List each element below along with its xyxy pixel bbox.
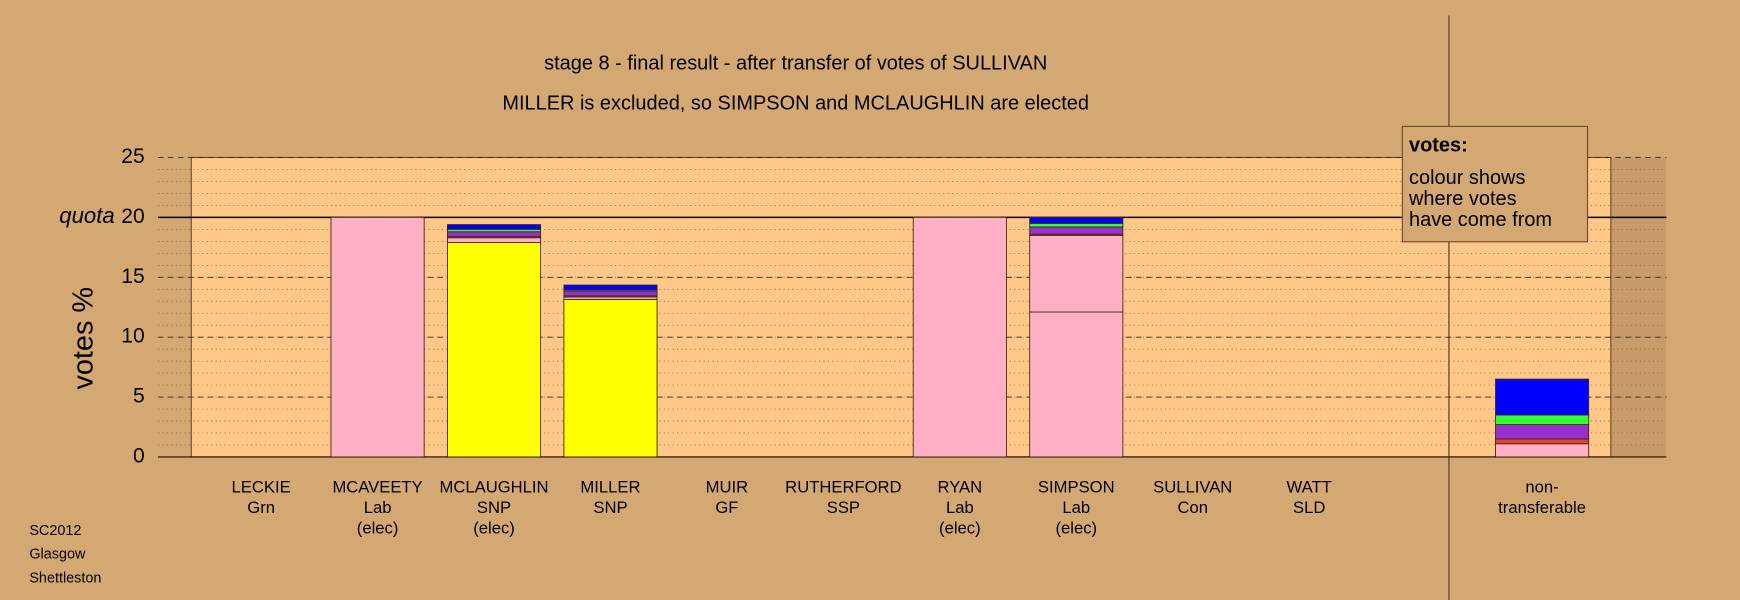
bar-segment <box>330 216 425 458</box>
bar-segment <box>1495 414 1590 426</box>
x-tick-label: MUIR <box>706 477 748 496</box>
bar-segment <box>912 216 1007 458</box>
x-tick-label: transferable <box>1498 498 1586 517</box>
x-tick-label: SSP <box>827 498 860 517</box>
y-tick-label: 20 <box>121 205 144 228</box>
bar-segment <box>1495 443 1590 458</box>
chart-subtitle: MILLER is excluded, so SIMPSON and MCLAU… <box>502 93 1089 115</box>
bar-segment <box>1029 311 1124 458</box>
y-tick-label: 25 <box>121 145 144 168</box>
bar-segment <box>447 224 542 230</box>
y-axis-label: votes % <box>67 287 99 390</box>
x-tick-label: SNP <box>593 498 627 517</box>
legend-line: have come from <box>1409 209 1552 231</box>
y-tick-label: 10 <box>121 325 144 348</box>
bar-segment <box>447 242 542 458</box>
x-tick-label: non- <box>1525 477 1558 496</box>
x-tick-label: (elec) <box>473 518 515 537</box>
x-tick-label: Con <box>1177 498 1208 517</box>
bar-segment <box>1495 438 1590 445</box>
x-tick-label: MCLAUGHLIN <box>440 477 549 496</box>
bar-segment <box>563 298 658 458</box>
y-tick-label: 0 <box>133 444 145 467</box>
x-tick-label: (elec) <box>1055 518 1097 537</box>
bar-segment <box>1029 226 1124 235</box>
x-tick-label: Grn <box>247 498 275 517</box>
bar-segment <box>563 290 658 297</box>
legend-title: votes: <box>1409 135 1468 157</box>
x-tick-label: SNP <box>477 498 511 517</box>
x-tick-label: MCAVEETY <box>332 477 422 496</box>
bar-segment <box>1029 216 1124 224</box>
y-tick-label: 15 <box>121 265 144 288</box>
legend-line: where votes <box>1408 188 1517 210</box>
quota-label: quota <box>59 203 114 228</box>
x-tick-label: GF <box>715 498 738 517</box>
footer-line: SC2012 <box>29 523 81 539</box>
bar-segment <box>1029 234 1124 313</box>
footer-line: Glasgow <box>29 546 86 562</box>
x-tick-label: Lab <box>1062 498 1090 517</box>
x-tick-label: SLD <box>1293 498 1325 517</box>
x-tick-label: Lab <box>946 498 974 517</box>
x-tick-label: LECKIE <box>232 477 291 496</box>
y-tick-label: 5 <box>133 385 145 408</box>
bar-segment <box>447 237 542 243</box>
x-tick-label: SULLIVAN <box>1153 477 1232 496</box>
bar-segment <box>1495 378 1590 416</box>
labels: 0510152025quotaLECKIEGrnMCAVEETYLab(elec… <box>59 145 1586 537</box>
bar-segment <box>1495 424 1590 440</box>
x-tick-label: (elec) <box>357 518 399 537</box>
x-tick-label: RYAN <box>938 477 983 496</box>
chart-title: stage 8 - final result - after transfer … <box>544 53 1047 75</box>
bars <box>330 216 1590 458</box>
x-tick-label: (elec) <box>939 518 981 537</box>
legend-box <box>1401 125 1589 243</box>
right-margin-panel <box>1610 157 1667 457</box>
x-tick-label: MILLER <box>580 477 640 496</box>
legend-line: colour shows <box>1409 167 1525 189</box>
bar-segment <box>563 284 658 291</box>
x-tick-label: RUTHERFORD <box>785 477 901 496</box>
plot-panel <box>190 156 1612 458</box>
bar-segment <box>447 231 542 237</box>
x-tick-label: Lab <box>364 498 392 517</box>
x-tick-label: WATT <box>1287 477 1332 496</box>
bar-segment <box>1029 222 1124 228</box>
footer-line: Shettleston <box>29 571 101 587</box>
x-tick-label: SIMPSON <box>1038 477 1115 496</box>
